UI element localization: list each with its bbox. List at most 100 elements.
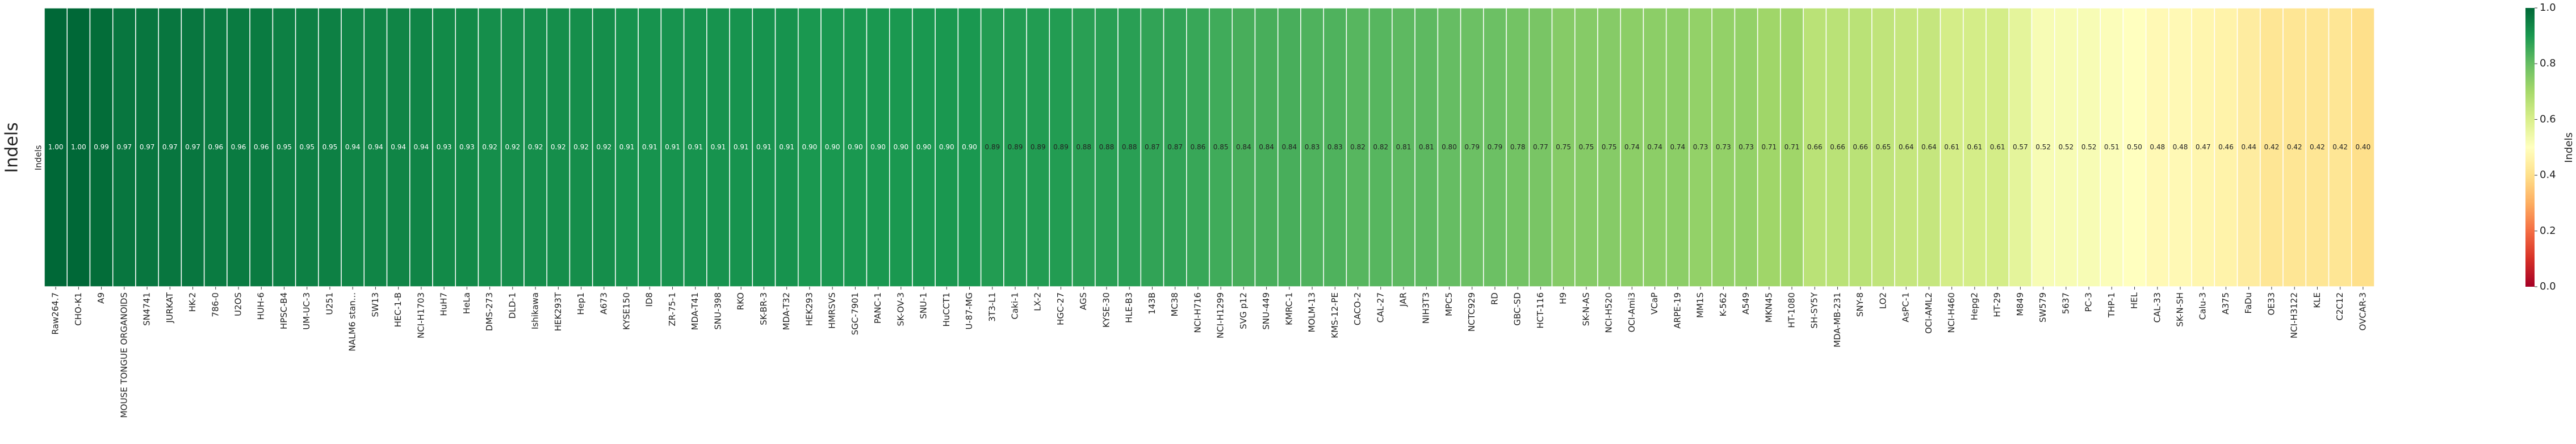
- cell-value-label: 0.96: [231, 143, 246, 151]
- x-tick-label: HK-2: [187, 292, 198, 312]
- heatmap-cell: [2260, 7, 2284, 287]
- cell-value-label: 0.84: [1259, 143, 1274, 151]
- cell-value-label: 0.86: [1191, 143, 1206, 151]
- cell-value-label: 0.91: [711, 143, 726, 151]
- x-tick-label: PC-3: [2084, 292, 2094, 312]
- colorbar: [2525, 8, 2535, 287]
- cell-value-label: 0.71: [1761, 143, 1777, 151]
- cell-value-label: 0.84: [1281, 143, 1297, 151]
- cell-value-label: 0.73: [1693, 143, 1708, 151]
- colorbar-tick-label: 0.6: [2540, 113, 2556, 125]
- heatmap-cell: [1917, 7, 1941, 287]
- x-tick-label: OCI-AML2: [1924, 292, 1934, 334]
- heatmap-cell: [1300, 7, 1324, 287]
- x-tick-label: HEC-1-B: [393, 292, 403, 327]
- x-tick-label: NALM6 stan...: [347, 292, 358, 351]
- heatmap-cell: [363, 7, 388, 287]
- x-tick-label: U-87-MG: [964, 292, 974, 329]
- heatmap-cell: [2145, 7, 2169, 287]
- heatmap-cell: [1163, 7, 1187, 287]
- cell-value-label: 0.65: [1876, 143, 1891, 151]
- cell-value-label: 0.42: [2264, 143, 2280, 151]
- x-tick-label: NCI-H3122: [2289, 292, 2299, 338]
- cell-value-label: 0.74: [1624, 143, 1640, 151]
- heatmap-cell: [1277, 7, 1301, 287]
- cell-value-label: 0.80: [1442, 143, 1457, 151]
- x-tick-label: SW579: [2038, 292, 2048, 322]
- cell-value-label: 0.97: [140, 143, 155, 151]
- x-tick-label: CHO-K1: [73, 292, 83, 326]
- cell-value-label: 0.75: [1556, 143, 1571, 151]
- cell-value-label: 0.42: [2310, 143, 2325, 151]
- x-tick-label: MOUSE TONGUE ORGANOIDS: [119, 292, 129, 418]
- cell-value-label: 0.47: [2196, 143, 2211, 151]
- cell-value-label: 0.94: [345, 143, 361, 151]
- x-tick-label: SGC-7901: [850, 292, 860, 335]
- heatmap-cell: [2282, 7, 2307, 287]
- x-tick-label: SVG p12: [1238, 292, 1249, 329]
- heatmap-cell: [341, 7, 365, 287]
- x-tick-label: HUH-6: [256, 292, 266, 320]
- heatmap-cell: [2100, 7, 2124, 287]
- heatmap-cell: [1460, 7, 1484, 287]
- x-tick-label: Ishikawa: [530, 292, 541, 329]
- x-tick-label: SK-BR-3: [759, 292, 769, 325]
- heatmap-cell: [1825, 7, 1850, 287]
- x-tick-label: SNU-449: [1261, 292, 1271, 330]
- heatmap-cell: [477, 7, 502, 287]
- x-tick-label: HT-29: [1992, 292, 2003, 317]
- cell-value-label: 0.95: [277, 143, 292, 151]
- x-tick-label: 786-0: [210, 292, 220, 317]
- heatmap-cell: [1323, 7, 1347, 287]
- cell-value-label: 0.61: [1967, 143, 1983, 151]
- x-tick-label: HMRSVS: [827, 292, 837, 329]
- cell-value-label: 0.82: [1373, 143, 1388, 151]
- cell-value-label: 0.64: [1921, 143, 1937, 151]
- cell-value-label: 0.89: [1031, 143, 1046, 151]
- x-tick-label: A9: [96, 292, 106, 304]
- cell-value-label: 0.46: [2218, 143, 2234, 151]
- heatmap-cell: [1003, 7, 1027, 287]
- x-tick-label: ID8: [644, 292, 655, 307]
- x-tick-label: A673: [598, 292, 609, 315]
- x-tick-label: SH-SY5Y: [1810, 292, 1820, 328]
- heatmap-cell: [729, 7, 753, 287]
- x-tick-label: HPSC-B4: [279, 292, 289, 329]
- cell-value-label: 0.90: [802, 143, 818, 151]
- cell-value-label: 0.66: [1807, 143, 1823, 151]
- cell-value-label: 0.87: [1167, 143, 1183, 151]
- colorbar-tick-label: 1.0: [2540, 2, 2556, 14]
- x-tick-label: SN4741: [142, 292, 152, 326]
- cell-value-label: 0.73: [1716, 143, 1731, 151]
- cell-value-label: 0.93: [459, 143, 475, 151]
- heatmap-cell: [1117, 7, 1142, 287]
- cell-value-label: 0.81: [1396, 143, 1411, 151]
- cell-value-label: 0.61: [1990, 143, 2005, 151]
- x-tick-label: Caki-1: [1010, 292, 1020, 319]
- cell-value-label: 0.77: [1533, 143, 1548, 151]
- x-tick-label: CAL-33: [2152, 292, 2162, 322]
- cell-value-label: 0.52: [2035, 143, 2051, 151]
- x-tick-label: AGS: [1078, 292, 1088, 310]
- heatmap-cell: [935, 7, 959, 287]
- heatmap-cell: [2214, 7, 2238, 287]
- x-tick-label: HLE-B3: [1124, 292, 1134, 323]
- x-tick-label: 5637: [2060, 292, 2071, 314]
- x-tick-label: KLE: [2312, 292, 2322, 308]
- heatmap-cell: [455, 7, 479, 287]
- x-tick-label: MDA-T41: [690, 292, 700, 330]
- x-tick-label: MKN45: [1764, 292, 1774, 322]
- cell-value-label: 0.75: [1602, 143, 1617, 151]
- x-tick-label: THP-1: [2106, 292, 2117, 318]
- colorbar-tick-label: 0.8: [2540, 57, 2556, 69]
- heatmap-cell: [1620, 7, 1644, 287]
- cell-value-label: 0.90: [848, 143, 863, 151]
- cell-value-label: 0.95: [299, 143, 315, 151]
- heatmap-cell: [1186, 7, 1210, 287]
- x-tick-label: SNU-1: [919, 292, 929, 319]
- x-tick-label: 3T3-L1: [987, 292, 997, 322]
- x-tick-label: NCI-H520: [1604, 292, 1614, 333]
- x-tick-label: KYSE-30: [1101, 292, 1111, 328]
- x-tick-label: KMS-12-PE: [1330, 292, 1340, 338]
